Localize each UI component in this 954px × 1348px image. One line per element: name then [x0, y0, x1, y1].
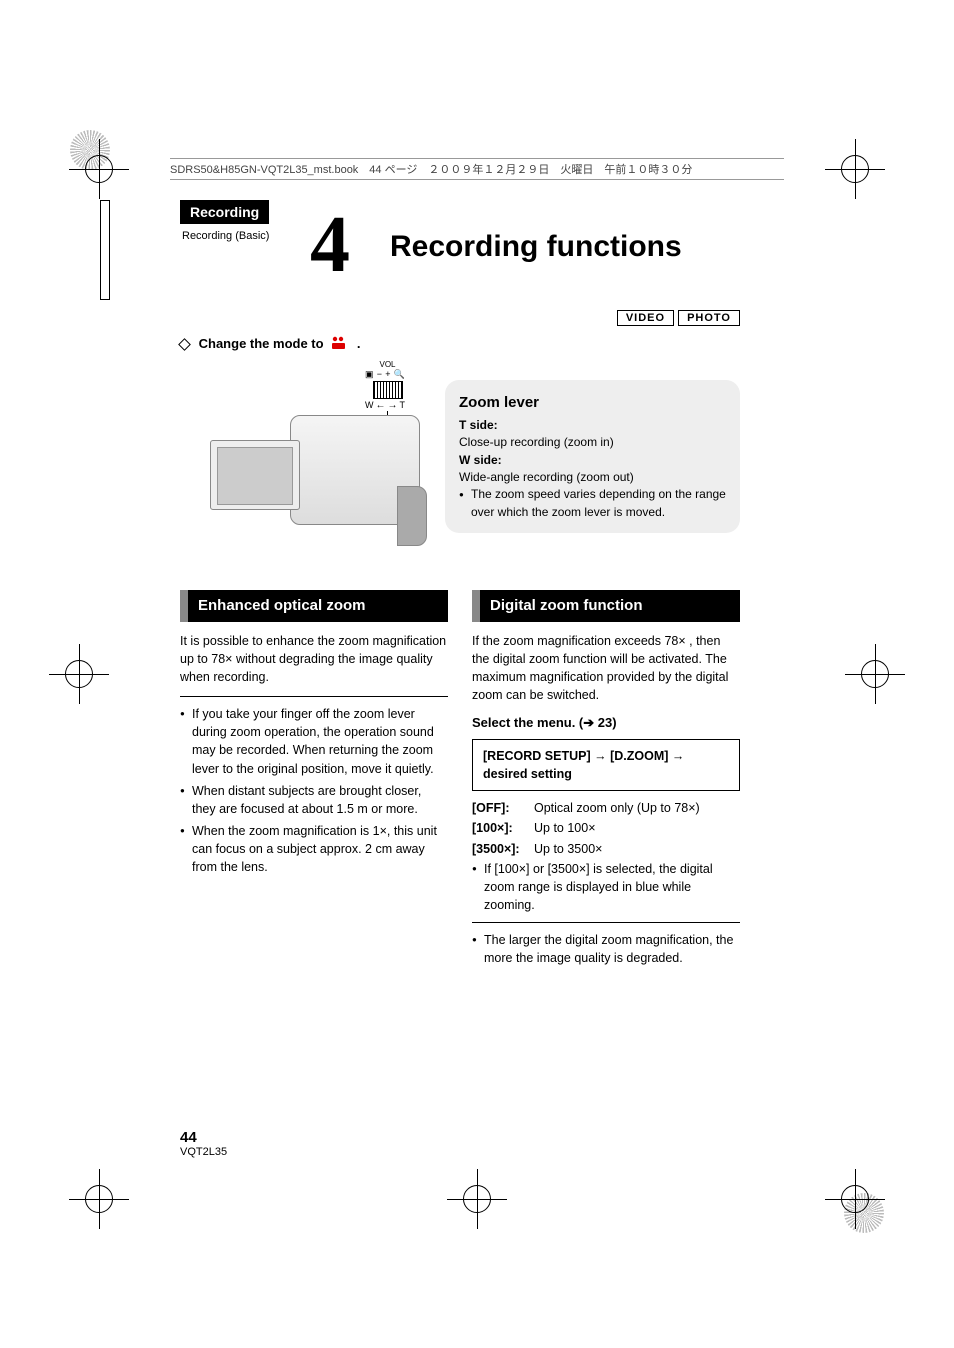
menu-step: Select the menu. (➔ 23)	[472, 714, 740, 733]
dz-intro: If the zoom magnification exceeds 78× , …	[472, 632, 740, 705]
two-column-body: Enhanced optical zoom It is possible to …	[180, 590, 740, 971]
page-number: 44	[180, 1129, 227, 1146]
menu-path-box: [RECORD SETUP] → [D.ZOOM] → desired sett…	[472, 739, 740, 791]
crop-mark-bottom-mid	[463, 1185, 491, 1213]
photo-badge: PHOTO	[678, 310, 740, 326]
right-column: Digital zoom function If the zoom magnif…	[472, 590, 740, 971]
opt-3500-label: [3500×]:	[472, 840, 534, 858]
zoom-lever-bar	[373, 381, 403, 399]
crop-mark-bottom-left	[85, 1185, 113, 1213]
crop-mark-mid-right	[861, 660, 889, 688]
zoom-speed-note: The zoom speed varies depending on the r…	[459, 486, 726, 521]
video-badge: VIDEO	[617, 310, 674, 326]
crop-mark-bottom-right	[841, 1185, 869, 1213]
divider-2	[472, 922, 740, 923]
camera-body	[290, 415, 420, 525]
t-label: T	[400, 400, 406, 411]
vol-label: VOL	[370, 360, 405, 369]
enhanced-optical-zoom-heading: Enhanced optical zoom	[180, 590, 448, 622]
search-icon: 🔍	[394, 369, 405, 380]
section-tab: Recording	[180, 200, 269, 224]
t-side-desc: Close-up recording (zoom in)	[459, 434, 726, 451]
minus-icon: −	[377, 369, 382, 380]
crop-mark-mid-left	[65, 660, 93, 688]
opt-off-val: Optical zoom only (Up to 78×)	[534, 799, 740, 817]
eoz-bullet-1: If you take your finger off the zoom lev…	[180, 705, 448, 778]
camera-lens	[397, 486, 427, 546]
t-side-label: T side:	[459, 417, 726, 434]
opt-3500-val: Up to 3500×	[534, 840, 740, 858]
page-content: Recording Recording (Basic) 4 Recording …	[180, 200, 740, 242]
left-column: Enhanced optical zoom It is possible to …	[180, 590, 448, 971]
camera-figure: VOL ▣ − + 🔍 W ← → T	[200, 360, 430, 560]
opt-off: [OFF]: Optical zoom only (Up to 78×)	[472, 799, 740, 817]
eoz-bullet-3: When the zoom magnification is 1×, this …	[180, 822, 448, 876]
mode-badges: VIDEO PHOTO	[617, 310, 740, 326]
binding-bar	[100, 200, 110, 300]
eoz-intro: It is possible to enhance the zoom magni…	[180, 632, 448, 686]
divider	[180, 696, 448, 697]
page-footer: 44 VQT2L35	[180, 1129, 227, 1158]
dz-note2: The larger the digital zoom magnificatio…	[472, 931, 740, 967]
zoom-lever-callout: Zoom lever T side: Close-up recording (z…	[445, 380, 740, 533]
callout-heading: Zoom lever	[459, 392, 726, 414]
opt-off-label: [OFF]:	[472, 799, 534, 817]
plus-icon: +	[385, 369, 390, 380]
arrow-left-icon: ←	[376, 400, 386, 411]
opt-3500: [3500×]: Up to 3500×	[472, 840, 740, 858]
page-title: Recording functions	[390, 230, 682, 264]
doc-code: VQT2L35	[180, 1146, 227, 1158]
instruction-text: Change the mode to	[199, 336, 324, 351]
mode-instruction: Change the mode to .	[180, 336, 360, 353]
chapter-number: 4	[310, 200, 350, 291]
camera-glyph-icon: ▣	[365, 369, 374, 380]
dz-note1: If [100×] or [3500×] is selected, the di…	[472, 860, 740, 914]
crop-mark-top-right	[841, 155, 869, 183]
rec-mode-icon	[331, 336, 349, 353]
w-side-desc: Wide-angle recording (zoom out)	[459, 469, 726, 486]
digital-zoom-heading: Digital zoom function	[472, 590, 740, 622]
crop-mark-top-left	[85, 155, 113, 183]
diamond-icon	[178, 338, 191, 351]
opt-100: [100×]: Up to 100×	[472, 819, 740, 837]
opt-100-val: Up to 100×	[534, 819, 740, 837]
camera-lcd	[210, 440, 300, 510]
camera-lcd-screen	[217, 447, 293, 505]
eoz-bullet-2: When distant subjects are brought closer…	[180, 782, 448, 818]
print-header-strip: SDRS50&H85GN-VQT2L35_mst.book 44 ページ ２００…	[170, 158, 784, 180]
w-label: W	[365, 400, 374, 411]
arrow-right-icon: →	[388, 400, 398, 411]
w-side-label: W side:	[459, 452, 726, 469]
opt-100-label: [100×]:	[472, 819, 534, 837]
